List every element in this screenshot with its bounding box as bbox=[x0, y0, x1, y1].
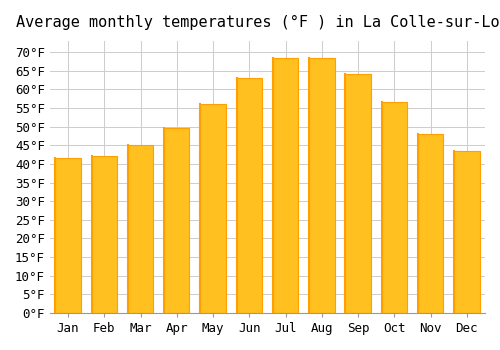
Bar bbox=[273, 58, 298, 313]
Bar bbox=[200, 104, 226, 313]
Bar bbox=[92, 156, 117, 313]
Bar bbox=[56, 158, 80, 313]
Bar bbox=[128, 145, 153, 313]
Bar bbox=[346, 75, 371, 313]
Bar bbox=[164, 128, 190, 313]
Bar bbox=[309, 58, 334, 313]
Bar bbox=[236, 78, 262, 313]
Bar bbox=[418, 134, 444, 313]
Title: Average monthly temperatures (°F ) in La Colle-sur-Loup: Average monthly temperatures (°F ) in La… bbox=[16, 15, 500, 30]
Bar bbox=[382, 103, 407, 313]
Bar bbox=[454, 151, 479, 313]
